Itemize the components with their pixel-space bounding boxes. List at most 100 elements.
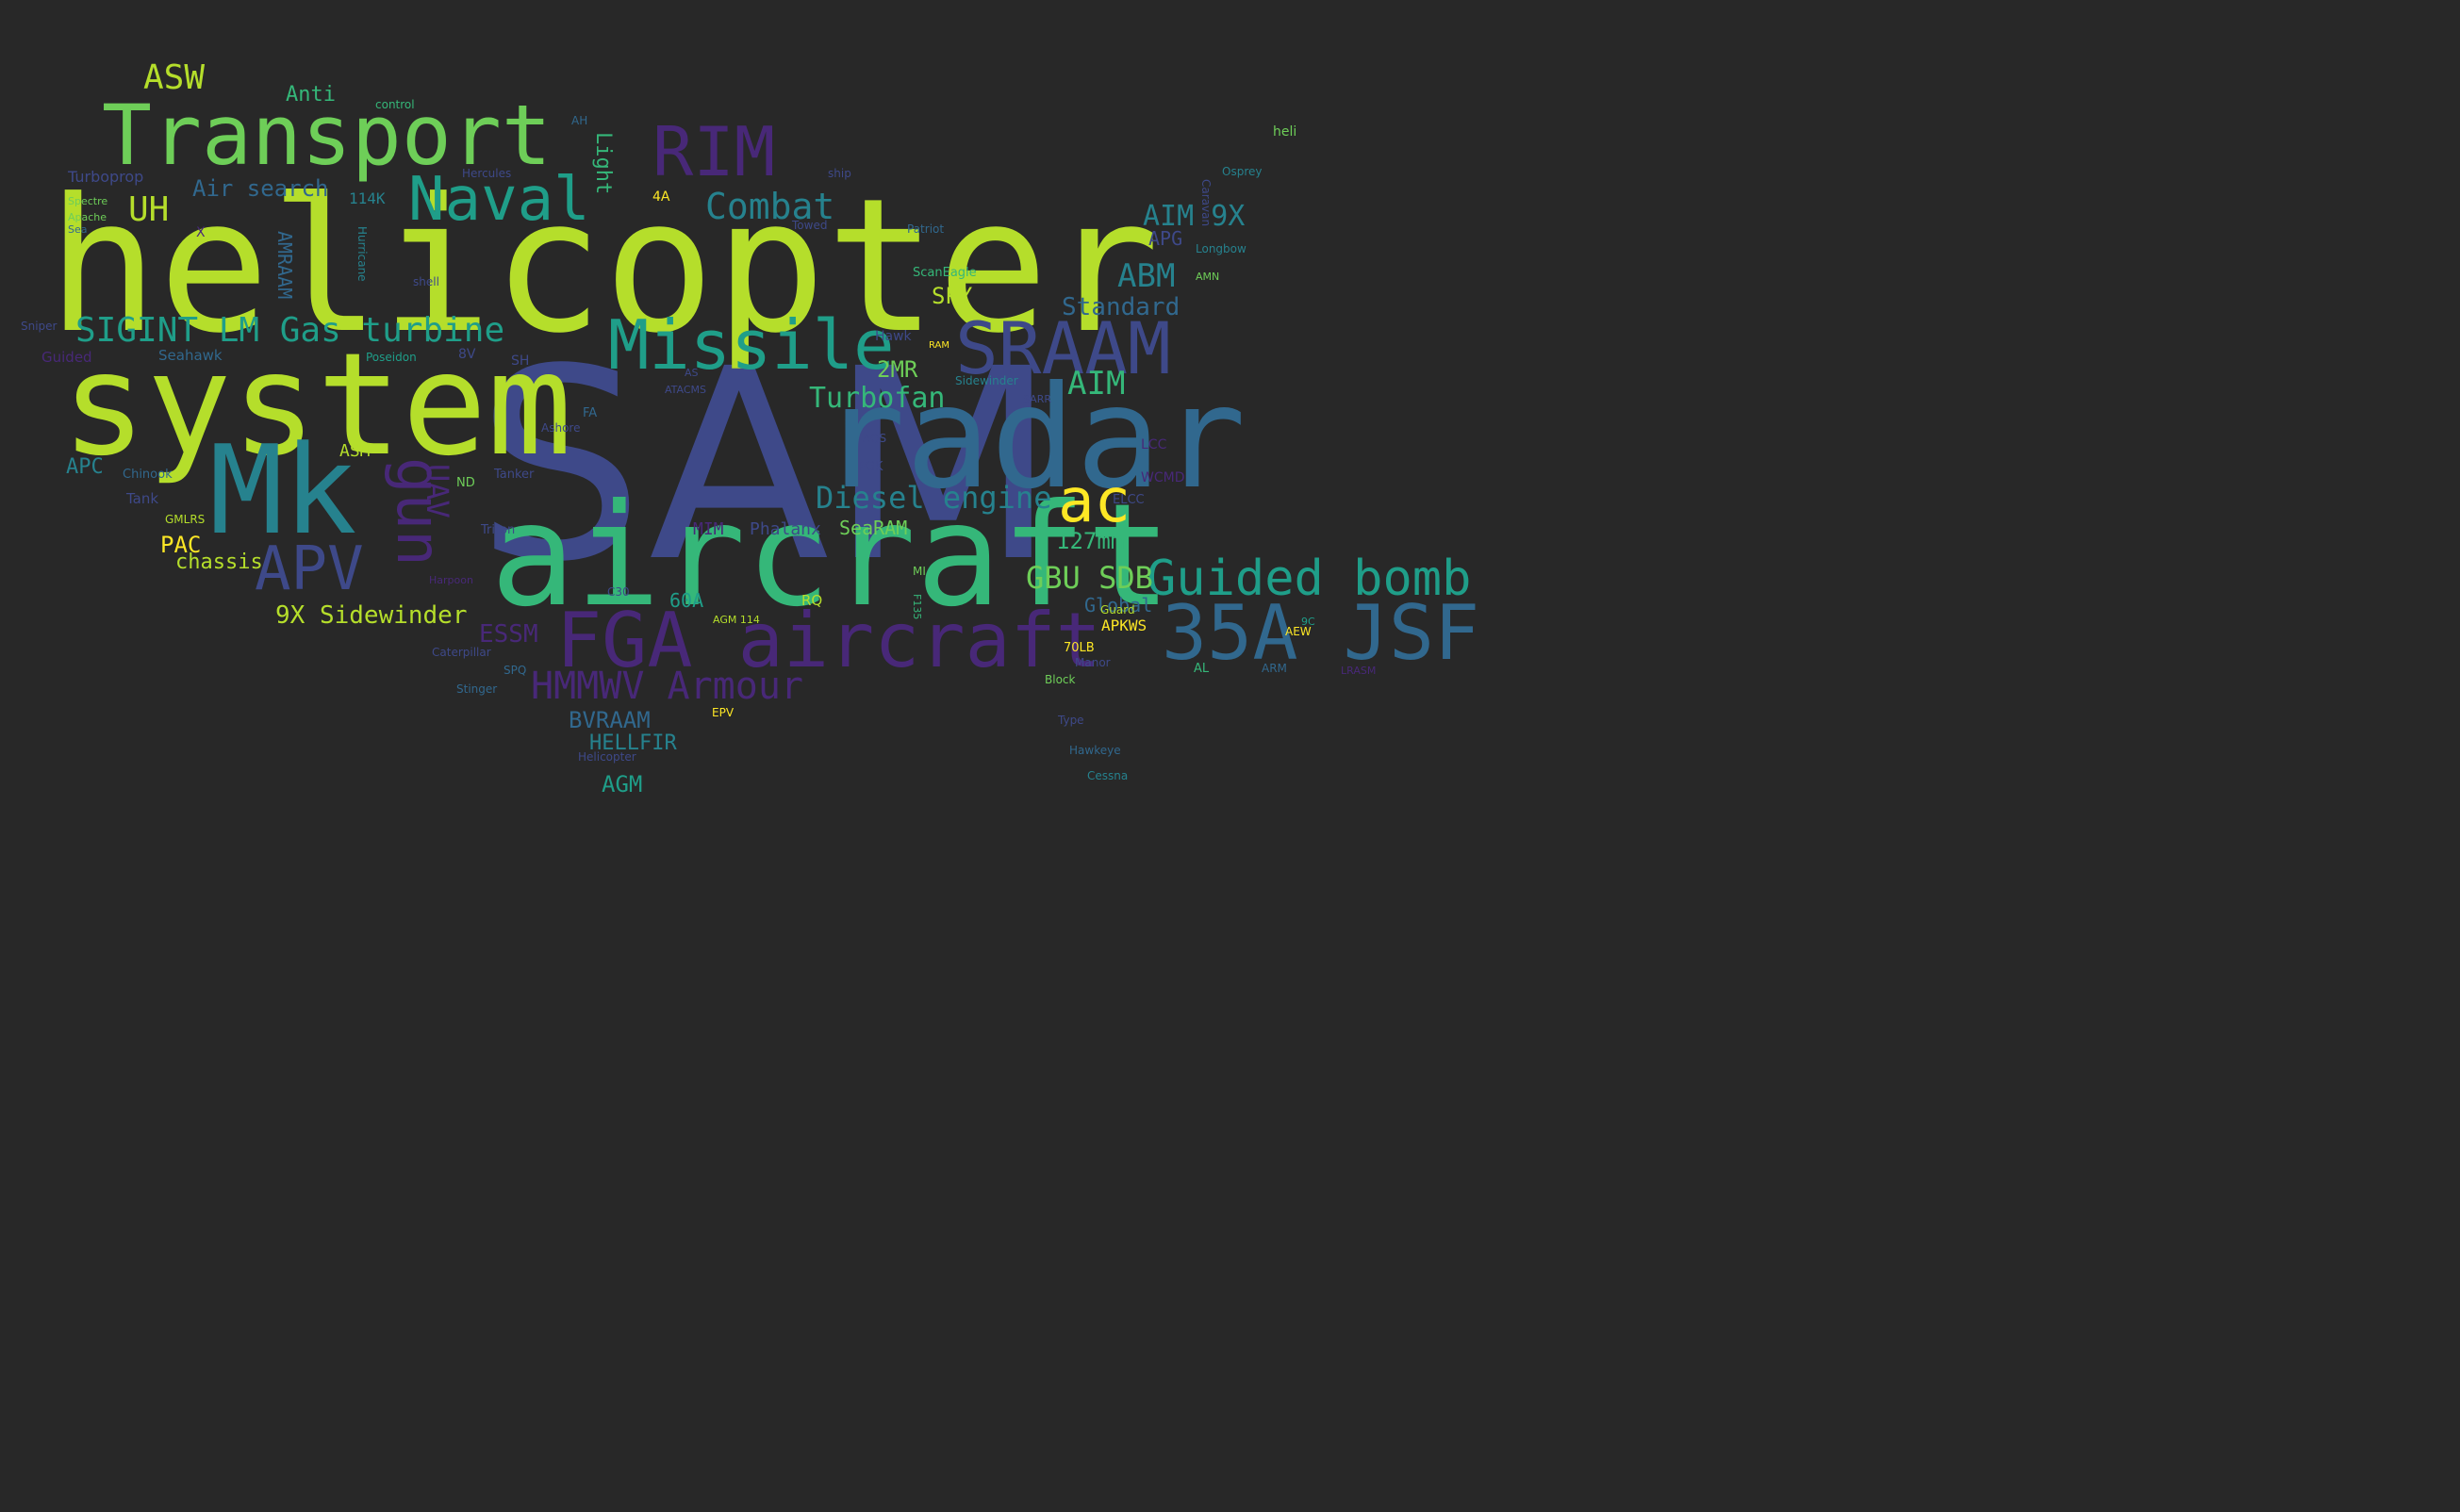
word-caravan: Caravan bbox=[1199, 179, 1213, 227]
word-abm: ABM bbox=[1117, 257, 1176, 295]
word-atacms: ATACMS bbox=[665, 384, 707, 396]
word-aircraft: aircraft bbox=[490, 474, 1172, 638]
word-gmlrs: GMLRS bbox=[165, 513, 206, 526]
word-shell: shell bbox=[413, 275, 439, 288]
word-nd: ND bbox=[456, 476, 475, 490]
word-helicopter-small: Helicopter bbox=[578, 750, 636, 764]
word-pac: PAC bbox=[160, 532, 202, 558]
word-sigint-lm-gas-turbine: SIGINT LM Gas turbine bbox=[75, 311, 505, 350]
word-cessna: Cessna bbox=[1087, 769, 1129, 782]
word-lrasm: LRASM bbox=[1341, 665, 1377, 677]
word-poseidon: Poseidon bbox=[366, 351, 417, 364]
word-diesel-engine: Diesel engine bbox=[816, 480, 1052, 516]
word-ashore: Ashore bbox=[541, 421, 581, 435]
word-scaneagle: ScanEagle bbox=[913, 266, 977, 280]
word-127mm: 127mm bbox=[1056, 528, 1125, 554]
word-8v: 8V bbox=[458, 347, 476, 362]
word-ship: ship bbox=[828, 167, 851, 180]
word-sam: SAM bbox=[476, 313, 1058, 620]
word-chassis: chassis bbox=[175, 551, 263, 574]
word-guided-small: Guided bbox=[41, 349, 92, 366]
word-sea: Sea bbox=[68, 223, 88, 236]
word-sarr: SARR bbox=[1023, 393, 1051, 405]
word-triton: Triton bbox=[481, 523, 516, 537]
word-as: AS bbox=[685, 367, 699, 379]
word-guided-bomb: Guided bomb bbox=[1147, 551, 1472, 607]
word-lcc: LCC bbox=[1141, 437, 1167, 452]
word-amn: AMN bbox=[1196, 271, 1220, 283]
word-tanker: Tanker bbox=[494, 468, 535, 482]
word-combat: Combat bbox=[705, 186, 835, 227]
word-sniper: Sniper bbox=[21, 320, 58, 333]
word-light: Light bbox=[591, 132, 615, 195]
word-searam: SeaRAM bbox=[839, 517, 908, 539]
word-60a: 60A bbox=[669, 589, 704, 612]
word-asm: ASM bbox=[339, 441, 371, 461]
word-towed: Towed bbox=[792, 219, 828, 232]
word-bvraam: BVRAAM bbox=[569, 707, 651, 733]
word-f135: F135 bbox=[911, 594, 923, 620]
word-manor: Manor bbox=[1075, 656, 1111, 669]
word-35a-jsf: 35A JSF bbox=[1162, 589, 1480, 677]
word-helicopter: helicopter bbox=[47, 159, 1161, 374]
word-4a: 4A bbox=[652, 189, 670, 205]
word-missile: Missile bbox=[608, 305, 895, 385]
word-elcc: ELCC bbox=[1113, 493, 1145, 507]
word-patriot: Patriot bbox=[907, 222, 945, 236]
word-ram: RAM bbox=[929, 340, 950, 351]
word-chinook: Chinook bbox=[123, 468, 173, 482]
word-anti: Anti bbox=[286, 83, 336, 107]
word-gbu-sdb: GBU SDB bbox=[1026, 560, 1153, 596]
word-aim-9x: AIM 9X bbox=[1143, 200, 1246, 233]
word-spy: SPY bbox=[932, 283, 973, 309]
word-rim: RIM bbox=[652, 112, 776, 191]
word-hurricane: Hurricane bbox=[355, 226, 369, 282]
word-sidewinder-small: Sidewinder bbox=[955, 374, 1018, 387]
word-hawkeye: Hawkeye bbox=[1069, 744, 1121, 757]
word-wcmd: WCMD bbox=[1141, 470, 1185, 485]
word-mi: MI bbox=[913, 565, 926, 578]
word-radar: radar bbox=[820, 356, 1247, 520]
word-c30: C30 bbox=[607, 585, 630, 599]
word-epv: EPV bbox=[712, 706, 735, 719]
word-caterpillar: Caterpillar bbox=[432, 646, 491, 659]
word-sraam: SRAAM bbox=[955, 306, 1171, 390]
word-global: Global bbox=[1084, 594, 1153, 616]
word-uav: UAV bbox=[420, 464, 455, 518]
word-guard: Guard bbox=[1100, 603, 1135, 616]
word-apkws: APKWS bbox=[1101, 616, 1147, 634]
word-agm-114: AGM 114 bbox=[713, 614, 760, 626]
word-essm: ESSM bbox=[479, 620, 538, 649]
word-mim: MIM bbox=[693, 519, 724, 539]
word-arm: ARM bbox=[1262, 662, 1287, 675]
word-mk: Mk bbox=[209, 419, 357, 562]
word-air-search: Air search bbox=[192, 175, 329, 202]
word-block: Block bbox=[1045, 673, 1076, 686]
word-naval: Naval bbox=[408, 165, 590, 235]
word-transport: Transport bbox=[102, 87, 552, 184]
word-apache: Apache bbox=[68, 211, 107, 223]
word-ah: AH bbox=[571, 114, 588, 127]
word-heli: heli bbox=[1273, 124, 1297, 140]
word-tank: Tank bbox=[126, 490, 159, 507]
word-apv: APV bbox=[255, 534, 364, 604]
word-hellfir: HELLFIR bbox=[589, 731, 677, 755]
word-apg: APG bbox=[1148, 227, 1183, 250]
word-asw: ASW bbox=[143, 58, 206, 97]
word-sh: SH bbox=[511, 353, 530, 369]
word-control: control bbox=[375, 98, 415, 111]
word-aqs: AQS bbox=[863, 432, 887, 445]
word-hercules: Hercules bbox=[462, 167, 512, 180]
word-standard: Standard bbox=[1062, 293, 1180, 321]
word-agm: AGM bbox=[602, 771, 643, 797]
word-harpoon: Harpoon bbox=[429, 574, 473, 586]
word-stinger: Stinger bbox=[456, 682, 498, 696]
word-rq: RQ bbox=[801, 592, 823, 609]
word-9c: 9C bbox=[1301, 616, 1315, 628]
word-aim: AIM bbox=[1067, 365, 1126, 403]
word-system: system bbox=[61, 323, 572, 487]
word-turbofan: Turbofan bbox=[809, 382, 946, 415]
word-al: AL bbox=[1194, 662, 1210, 676]
word-seahawk: Seahawk bbox=[158, 347, 223, 364]
